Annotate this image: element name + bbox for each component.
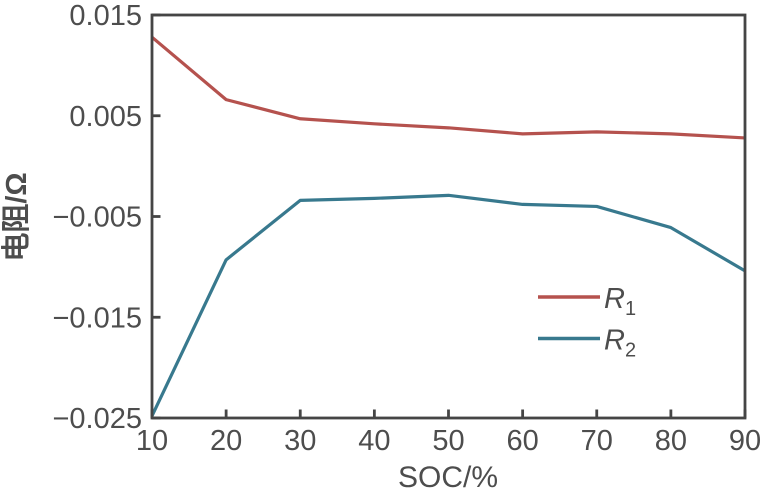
y-tick-label: −0.015 xyxy=(52,302,142,334)
x-tick-label: 60 xyxy=(506,425,538,457)
x-tick-label: 90 xyxy=(729,425,761,457)
y-axis-label: 电阻/Ω xyxy=(0,172,33,261)
x-tick-label: 30 xyxy=(284,425,316,457)
x-axis-label: SOC/% xyxy=(398,461,498,494)
series-line-r2 xyxy=(150,193,746,417)
y-tick-label: 0.005 xyxy=(69,101,142,133)
x-tick-label: 40 xyxy=(358,425,390,457)
x-tick-label: 10 xyxy=(136,425,168,457)
series-line-r1 xyxy=(150,35,746,140)
plot-frame xyxy=(150,13,747,420)
y-tick-label: 0.015 xyxy=(69,0,142,32)
x-tick-label: 50 xyxy=(432,425,464,457)
legend-label-r1: R1 xyxy=(604,283,636,320)
y-tick-label: −0.005 xyxy=(52,202,142,234)
x-tick-label: 20 xyxy=(210,425,242,457)
x-tick-label: 70 xyxy=(581,425,613,457)
legend-label-r2: R2 xyxy=(604,325,636,362)
y-tick-label: −0.025 xyxy=(52,403,142,435)
x-tick-label: 80 xyxy=(655,425,687,457)
